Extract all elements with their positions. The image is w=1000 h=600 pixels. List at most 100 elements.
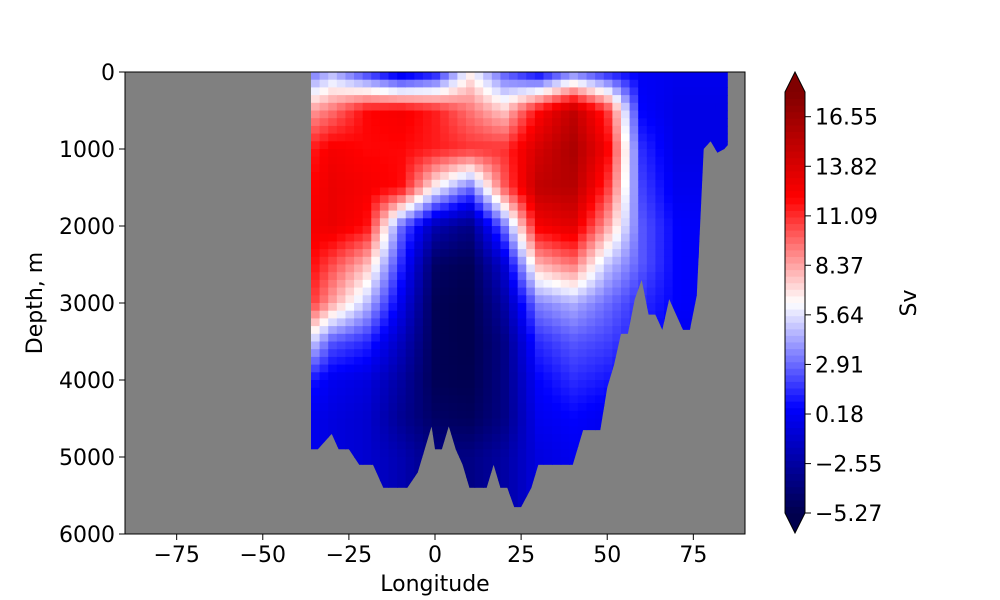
heatmap-cell	[621, 125, 631, 135]
heatmap-cell	[371, 310, 381, 319]
heatmap-cell	[440, 156, 450, 165]
heatmap-cell	[397, 380, 407, 389]
heatmap-cell	[577, 79, 588, 88]
heatmap-cell	[707, 133, 717, 142]
heatmap-cell	[388, 79, 398, 88]
colorbar-band	[785, 177, 805, 185]
heatmap-cell	[500, 410, 510, 420]
heatmap-cell	[595, 241, 605, 250]
heatmap-cell	[397, 233, 407, 242]
heatmap-cell	[560, 79, 570, 88]
heatmap-cell	[414, 326, 424, 335]
heatmap-cell	[362, 195, 372, 204]
heatmap-cell	[595, 387, 605, 396]
heatmap-cell	[431, 233, 441, 242]
heatmap-cell	[526, 264, 536, 273]
heatmap-cell	[655, 149, 665, 158]
heatmap-cell	[422, 395, 433, 404]
heatmap-cell	[655, 218, 665, 227]
heatmap-cell	[414, 272, 424, 281]
heatmap-cell	[311, 202, 321, 212]
heatmap-cell	[595, 264, 605, 273]
heatmap-cell	[509, 349, 519, 358]
heatmap-cell	[689, 264, 700, 273]
heatmap-cell	[638, 195, 648, 204]
heatmap-cell	[517, 303, 527, 312]
heatmap-cell	[440, 310, 450, 319]
heatmap-cell	[621, 172, 631, 181]
heatmap-cell	[336, 125, 347, 135]
heatmap-cell	[595, 364, 605, 373]
heatmap-cell	[603, 249, 613, 258]
heatmap-cell	[328, 249, 338, 258]
heatmap-cell	[371, 272, 381, 281]
heatmap-cell	[595, 172, 605, 181]
heatmap-cell	[517, 380, 527, 389]
heatmap-cell	[328, 256, 338, 266]
heatmap-cell	[319, 410, 329, 420]
heatmap-cell	[457, 249, 467, 258]
heatmap-cell	[612, 95, 622, 104]
heatmap-cell	[328, 218, 338, 227]
heatmap-cell	[414, 295, 424, 304]
heatmap-cell	[336, 418, 347, 427]
heatmap-cell	[354, 457, 364, 466]
y-tick-label: 0	[101, 61, 115, 86]
heatmap-cell	[586, 418, 596, 427]
heatmap-cell	[595, 303, 605, 312]
heatmap-cell	[319, 372, 329, 381]
heatmap-cell	[586, 195, 596, 204]
heatmap-cell	[724, 79, 728, 88]
heatmap-cell	[655, 179, 665, 189]
heatmap-cell	[466, 179, 476, 189]
heatmap-cell	[414, 249, 424, 258]
heatmap-cell	[534, 410, 545, 420]
heatmap-cell	[474, 418, 484, 427]
heatmap-cell	[414, 110, 424, 119]
heatmap-cell	[431, 172, 441, 181]
heatmap-cell	[388, 410, 398, 420]
heatmap-cell	[405, 202, 415, 212]
heatmap-cell	[405, 87, 415, 96]
heatmap-cell	[319, 310, 329, 319]
heatmap-cell	[612, 256, 622, 266]
heatmap-cell	[509, 272, 519, 281]
heatmap-cell	[543, 310, 553, 319]
heatmap-cell	[311, 395, 321, 404]
heatmap-cell	[483, 287, 493, 296]
heatmap-cell	[612, 187, 622, 196]
heatmap-cell	[552, 272, 562, 281]
heatmap-cell	[379, 249, 390, 258]
heatmap-cell	[664, 202, 674, 212]
heatmap-cell	[362, 133, 372, 142]
heatmap-cell	[500, 226, 510, 235]
heatmap-cell	[612, 195, 622, 204]
heatmap-cell	[517, 133, 527, 142]
heatmap-cell	[440, 202, 450, 212]
heatmap-cell	[552, 295, 562, 304]
heatmap-cell	[612, 79, 622, 88]
heatmap-cell	[319, 241, 329, 250]
heatmap-cell	[552, 87, 562, 96]
heatmap-cell	[422, 310, 433, 319]
heatmap-cell	[414, 318, 424, 327]
heatmap-cell	[362, 164, 372, 173]
heatmap-cell	[526, 279, 536, 289]
heatmap-cell	[336, 287, 347, 296]
heatmap-cell	[440, 410, 450, 420]
heatmap-cell	[543, 179, 553, 189]
heatmap-cell	[526, 449, 536, 458]
heatmap-cell	[414, 72, 424, 81]
heatmap-cell	[689, 187, 700, 196]
heatmap-cell	[603, 372, 613, 381]
heatmap-cell	[414, 387, 424, 396]
heatmap-cell	[466, 457, 476, 466]
heatmap-cell	[336, 264, 347, 273]
heatmap-cell	[431, 72, 441, 81]
heatmap-cell	[457, 202, 467, 212]
heatmap-cell	[336, 295, 347, 304]
heatmap-cell	[405, 295, 415, 304]
heatmap-cell	[431, 272, 441, 281]
heatmap-cell	[552, 133, 562, 142]
heatmap-cell	[526, 133, 536, 142]
